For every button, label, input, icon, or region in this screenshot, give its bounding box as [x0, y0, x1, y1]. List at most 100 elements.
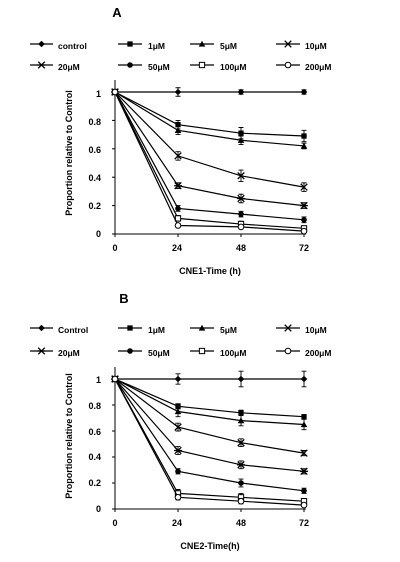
series-b-3 — [111, 324, 308, 457]
y-tick-label-b-0: 0 — [96, 504, 101, 514]
series-b-4 — [30, 347, 308, 476]
chart-panel-a: A control 1μM 5μM 10μM 20μM 50μM 100μM 2… — [30, 5, 331, 276]
x-tick-label-a-0: 0 — [112, 243, 117, 253]
x-axis-b: 0 24 48 72 — [112, 508, 309, 528]
data-point-a-7-3 — [300, 227, 308, 235]
data-point-a-0-1 — [174, 88, 182, 96]
data-point-a-5-1 — [175, 205, 181, 212]
y-tick-label-a-5: 1 — [96, 89, 101, 99]
panel-label-a: A — [112, 5, 122, 20]
legend-label-b-5um: 5μM — [220, 325, 237, 335]
legend-marker-b-4 — [37, 347, 46, 355]
series-line-b-4 — [114, 378, 305, 472]
y-tick-label-a-3: 0.6 — [88, 145, 101, 155]
x-axis-title-a: CNE1-Time (h) — [179, 266, 241, 276]
chart-panel-b: B Control 1μM 5μM 10μM 20μM 50μM 100μM 2… — [30, 291, 331, 551]
legend-b: Control 1μM 5μM 10μM 20μM 50μM 100μM 200… — [58, 325, 331, 358]
series-line-b-7 — [114, 378, 305, 506]
data-point-a-4-2 — [237, 194, 245, 203]
x-axis-title-b: CNE2-Time(h) — [180, 541, 239, 551]
y-tick-label-b-5: 1 — [96, 375, 101, 385]
legend-label-b-control: Control — [58, 325, 88, 335]
data-point-a-2-1 — [174, 127, 182, 133]
data-point-a-4-3 — [300, 201, 308, 210]
series-line-a-1 — [114, 91, 305, 137]
data-point-b-3-2 — [237, 438, 245, 447]
series-line-a-4 — [114, 91, 305, 207]
series-a-5 — [112, 62, 307, 224]
x-tick-label-a-72: 72 — [299, 243, 309, 253]
data-point-b-2-1 — [174, 408, 182, 415]
series-b-1 — [112, 325, 307, 420]
legend-label-b-10um: 10μM — [305, 325, 327, 335]
y-axis-title-a: Proportion relative to Control — [64, 90, 74, 216]
y-tick-label-b-2: 0.4 — [88, 452, 101, 462]
data-point-b-2-3 — [300, 421, 308, 428]
legend-label-a-20um: 20μM — [58, 62, 80, 72]
series-b-6 — [111, 347, 308, 505]
data-point-a-4-1 — [174, 181, 182, 190]
legend-label-a-5um: 5μM — [220, 41, 237, 51]
legend-label-a-200um: 200μM — [305, 62, 331, 72]
data-point-a-3-2 — [237, 172, 245, 180]
data-point-a-0-2 — [237, 88, 245, 96]
data-point-b-0-1 — [174, 375, 182, 383]
x-tick-label-b-48: 48 — [236, 518, 246, 528]
legend-marker-a-0 — [38, 40, 45, 48]
series-b-5 — [112, 348, 307, 494]
series-a-7 — [111, 61, 308, 235]
data-point-b-7-3 — [300, 501, 308, 509]
y-axis-a: 0 0.2 0.4 0.6 0.8 1 — [88, 80, 116, 239]
series-line-a-7 — [114, 91, 305, 232]
y-tick-label-a-0: 0 — [96, 229, 101, 239]
data-point-b-7-0 — [111, 375, 119, 383]
series-line-b-1 — [114, 378, 305, 418]
series-line-b-5 — [114, 378, 305, 492]
legend-marker-a-4 — [37, 61, 46, 69]
data-point-a-3-1 — [174, 152, 182, 160]
x-axis-a: 0 24 48 72 — [112, 233, 309, 253]
data-point-b-4-2 — [237, 461, 245, 469]
data-point-b-7-1 — [174, 493, 182, 501]
y-tick-label-a-2: 0.4 — [88, 173, 101, 183]
series-line-a-5 — [114, 91, 305, 221]
legend-label-b-200um: 200μM — [305, 348, 331, 358]
legend-marker-a-7 — [284, 61, 292, 69]
data-point-b-5-3 — [301, 487, 307, 494]
series-line-b-6 — [114, 378, 305, 502]
y-tick-label-b-1: 0.2 — [88, 478, 101, 488]
data-point-b-0-2 — [237, 375, 245, 383]
legend-marker-a-3 — [284, 40, 292, 48]
legend-marker-b-0 — [38, 324, 45, 332]
data-point-a-3-3 — [300, 183, 308, 191]
series-line-a-3 — [114, 91, 305, 188]
legend-label-a-1um: 1μM — [148, 41, 165, 51]
x-tick-label-a-24: 24 — [172, 243, 182, 253]
y-axis-title-b: Proportion relative to Control — [64, 373, 74, 499]
data-point-a-7-2 — [237, 223, 245, 231]
data-point-a-1-2 — [238, 130, 244, 136]
series-line-a-6 — [114, 91, 305, 229]
legend-marker-b-5 — [127, 348, 133, 354]
legend-marker-b-3 — [284, 324, 292, 332]
plot-area-a — [30, 40, 308, 237]
data-point-a-2-3 — [300, 142, 308, 149]
data-point-a-2-2 — [237, 136, 245, 143]
y-tick-label-a-1: 0.2 — [88, 201, 101, 211]
y-tick-label-b-3: 0.6 — [88, 427, 101, 437]
series-a-6 — [111, 61, 308, 232]
panel-label-b: B — [119, 291, 128, 306]
series-b-7 — [111, 347, 308, 509]
series-b-2 — [111, 324, 308, 431]
data-point-a-7-1 — [174, 222, 182, 229]
data-point-a-5-2 — [238, 211, 244, 217]
data-point-a-7-0 — [111, 88, 119, 96]
series-a-2 — [111, 40, 308, 150]
data-point-b-5-2 — [238, 480, 244, 486]
data-point-b-5-1 — [175, 468, 181, 475]
x-tick-label-b-0: 0 — [112, 518, 117, 528]
x-tick-label-b-72: 72 — [299, 518, 309, 528]
data-point-b-3-3 — [300, 449, 308, 457]
legend-label-a-100um: 100μM — [220, 62, 246, 72]
data-point-b-1-3 — [301, 414, 307, 420]
